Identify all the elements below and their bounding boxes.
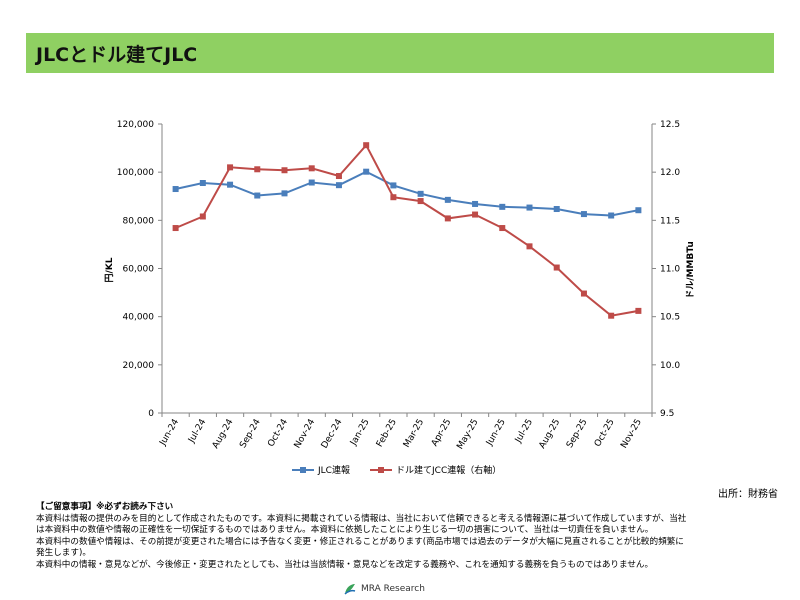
- series-1-point: [281, 190, 288, 197]
- x-tick-label: Apr-25: [430, 418, 454, 449]
- series-1-point: [608, 212, 615, 219]
- series-2-point: [417, 198, 424, 205]
- series-1-point: [472, 200, 479, 207]
- series-2-point: [526, 243, 533, 250]
- y-right-tick-label: 11.5: [660, 216, 680, 226]
- disclaimer-line: 本資料中の情報・意見などが、今後修正・変更されたとしても、当社は当該情報・意見な…: [36, 559, 654, 570]
- series-2-point: [608, 312, 615, 319]
- series-2-point: [254, 166, 261, 173]
- series-2-point: [172, 225, 179, 232]
- x-tick-label: Mar-25: [402, 418, 426, 450]
- x-tick-label: Jan-25: [348, 418, 371, 449]
- y-left-tick-label: 60,000: [123, 265, 155, 275]
- series-2-point: [444, 215, 451, 222]
- series-2-point: [363, 142, 370, 149]
- series-2-point: [390, 194, 397, 201]
- company-logo: MRA Research: [343, 582, 425, 596]
- x-tick-label: Sep-24: [238, 417, 263, 450]
- series-1-point: [335, 182, 342, 189]
- x-tick-label: Jul-25: [513, 418, 535, 446]
- y-right-tick-label: 12.5: [660, 120, 680, 130]
- series-2-point: [227, 164, 234, 171]
- legend-label: JLC連報: [317, 464, 350, 476]
- y-left-tick-label: 100,000: [117, 168, 154, 178]
- x-tick-label: Jun-25: [484, 418, 508, 449]
- x-tick-label: May-25: [455, 418, 480, 452]
- series-2-point: [472, 211, 479, 218]
- x-tick-label: Dec-24: [320, 417, 345, 450]
- x-tick-label: Oct-25: [593, 418, 617, 449]
- chart: 0 20,000 40,000 60,000 80,000 100,000 120,000 9…: [104, 120, 696, 476]
- page-title: JLCとドル建てJLC: [36, 43, 198, 66]
- y-left-tick-label: 80,000: [123, 216, 155, 226]
- y-left-tick-label: 40,000: [123, 313, 155, 323]
- series-1-point: [199, 180, 206, 187]
- series-line-1: [175, 170, 639, 217]
- y-right-tick-label: 12.0: [660, 168, 680, 178]
- series-2-point: [335, 173, 342, 180]
- y-left-tick-label: 120,000: [117, 120, 154, 130]
- series-line-2: [175, 143, 639, 317]
- legend-swatch-marker: [378, 467, 384, 473]
- x-tick-label: Oct-24: [266, 417, 290, 448]
- y-left-axis-title: 円/KL: [104, 257, 115, 282]
- logo-text: MRA Research: [361, 584, 425, 594]
- legend-swatch-marker: [300, 467, 306, 473]
- disclaimer-line: 本資料中の数値や情報は、その前提が変更された場合には予告なく変更・修正されること…: [36, 536, 684, 547]
- series-2-point: [281, 167, 288, 174]
- x-tick-label: Sep-25: [565, 418, 589, 450]
- series-2-point: [635, 307, 642, 314]
- series-1-point: [227, 181, 234, 188]
- series-2-point: [553, 264, 560, 271]
- series-1-point: [444, 196, 451, 203]
- series-2-point: [499, 225, 506, 232]
- y-left-tick-label: 0: [148, 409, 154, 419]
- series-1-point: [172, 186, 179, 193]
- y-right-tick-label: 10.5: [660, 313, 680, 323]
- x-tick-label: Jul-24: [186, 417, 208, 445]
- logo-icon: [344, 584, 356, 595]
- x-tick-label: Jun-24: [158, 417, 182, 448]
- y-right-tick-label: 11.0: [660, 265, 680, 275]
- series-2-point: [308, 165, 315, 172]
- legend-label: ドル建てJCC連報（右軸）: [396, 464, 501, 476]
- disclaimer-line: 発生します)。: [36, 548, 91, 558]
- source-label: 出所：財務省: [718, 489, 778, 500]
- y-left-tick-label: 20,000: [123, 361, 155, 371]
- y-right-tick-label: 9.5: [660, 409, 674, 419]
- disclaimer-heading: 【ご留意事項】※必ずお読み下さい: [36, 502, 174, 512]
- series-2-point: [199, 213, 206, 220]
- series-1-point: [363, 168, 370, 175]
- series-1-point: [553, 206, 560, 213]
- y-right-tick-label: 10.0: [660, 361, 680, 371]
- x-tick-label: Aug-24: [211, 417, 236, 450]
- series-1-point: [254, 192, 261, 199]
- title-bar: JLCとドル建てJLC: [26, 33, 774, 73]
- series-2-point: [580, 290, 587, 297]
- x-tick-label: Nov-25: [619, 418, 644, 451]
- series-1-point: [390, 182, 397, 189]
- disclaimer-line: は本資料中の数値や情報の正確性を一切保証するものではありません。本資料に依拠した…: [36, 525, 654, 535]
- series-1-point: [635, 207, 642, 214]
- disclaimer-line: 本資料は情報の提供のみを目的として作成されたものです。本資料に掲載されている情報…: [36, 513, 687, 524]
- series-1-point: [417, 190, 424, 197]
- x-tick-label: Aug-25: [538, 418, 563, 451]
- x-tick-label: Feb-25: [375, 418, 399, 450]
- x-tick-label: Nov-24: [293, 417, 318, 450]
- y-right-axis-title: ドル/MMBTu: [685, 241, 696, 299]
- series-1-point: [308, 179, 315, 186]
- series-1-point: [580, 211, 587, 218]
- disclaimer: 【ご留意事項】※必ずお読み下さい 本資料は情報の提供のみを目的として作成されたも…: [36, 502, 766, 571]
- series-1-point: [526, 204, 533, 211]
- series-1-point: [499, 203, 506, 210]
